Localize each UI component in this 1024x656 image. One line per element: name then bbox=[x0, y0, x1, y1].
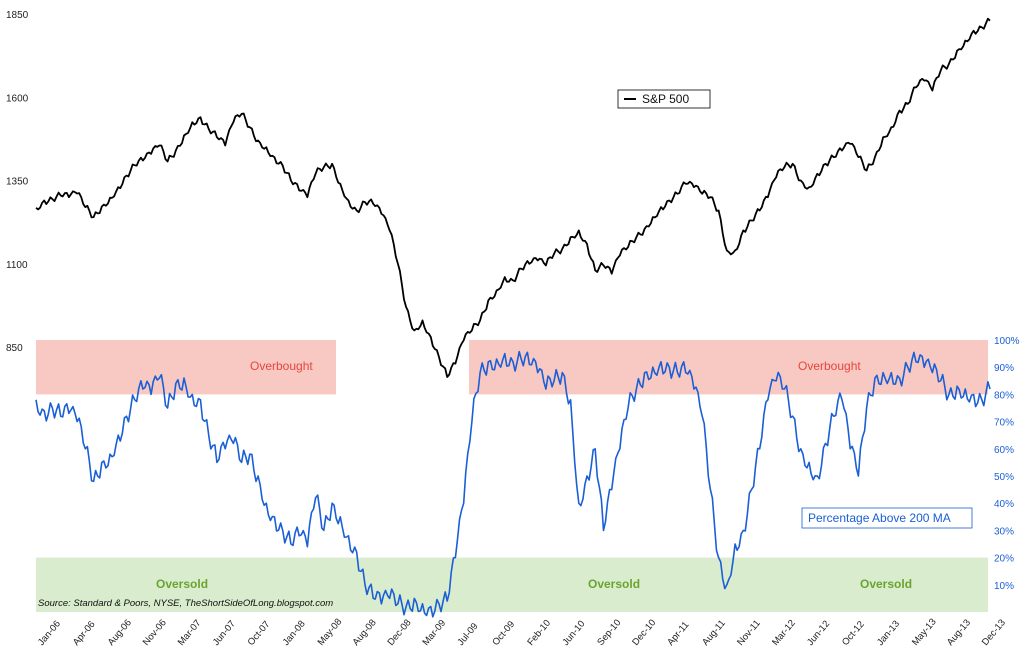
x-tick-label: Aug-08 bbox=[351, 617, 379, 648]
right-tick-label: 30% bbox=[994, 526, 1014, 537]
right-tick-label: 100% bbox=[994, 336, 1020, 347]
x-tick-label: May-08 bbox=[316, 617, 345, 648]
x-tick-label: Sep-10 bbox=[595, 617, 623, 648]
x-tick-label: Apr-11 bbox=[665, 620, 691, 648]
oversold-label-2: Oversold bbox=[588, 577, 640, 591]
oversold-label-3: Oversold bbox=[860, 577, 912, 591]
right-tick-label: 50% bbox=[994, 472, 1014, 483]
x-tick-label: Jan-06 bbox=[36, 619, 63, 648]
right-tick-label: 40% bbox=[994, 499, 1014, 510]
pct-legend-label: Percentage Above 200 MA bbox=[808, 511, 951, 525]
x-tick-label: Jan-13 bbox=[875, 619, 902, 648]
zones: Overbought Overbought Oversold Oversold Over… bbox=[36, 340, 988, 612]
x-tick-label: Oct-07 bbox=[246, 619, 273, 648]
x-tick-label: Apr-06 bbox=[71, 619, 98, 648]
right-tick-label: 60% bbox=[994, 445, 1014, 456]
x-tick-label: Dec-13 bbox=[980, 617, 1008, 648]
oversold-zone bbox=[36, 557, 988, 612]
x-tick-label: Mar-09 bbox=[420, 618, 448, 648]
right-axis: 100% 90% 80% 70% 60% 50% 40% 30% 20% 10% bbox=[994, 336, 1020, 592]
x-tick-label: Aug-13 bbox=[945, 617, 973, 648]
x-tick-label: Jul-09 bbox=[455, 621, 480, 648]
sp500-legend: S&P 500 bbox=[617, 89, 711, 109]
x-tick-label: Jan-08 bbox=[281, 619, 308, 648]
x-tick-label: Mar-12 bbox=[770, 618, 798, 648]
x-tick-label: May-13 bbox=[910, 617, 939, 648]
left-axis: 1850 1600 1350 1100 850 bbox=[6, 10, 29, 354]
left-tick-label: 1600 bbox=[6, 93, 29, 104]
x-tick-label: Jun-07 bbox=[211, 619, 238, 648]
x-axis: Jan-06 Apr-06 Aug-06 Nov-06 Mar-07 Jun-07 Oct-… bbox=[36, 617, 1008, 648]
x-tick-label: Jun-10 bbox=[560, 619, 587, 648]
x-tick-label: Mar-07 bbox=[176, 618, 204, 648]
source-note: Source: Standard & Poors, NYSE, TheShort… bbox=[38, 598, 333, 609]
right-tick-label: 90% bbox=[994, 363, 1014, 374]
x-tick-label: Dec-08 bbox=[386, 617, 414, 648]
x-tick-label: Nov-06 bbox=[141, 617, 169, 648]
x-tick-label: Nov-11 bbox=[735, 618, 763, 648]
x-tick-label: Aug-06 bbox=[106, 617, 134, 648]
series-group bbox=[35, 17, 991, 618]
left-tick-label: 850 bbox=[6, 343, 23, 354]
left-tick-label: 1350 bbox=[6, 177, 29, 188]
x-tick-label: Oct-09 bbox=[490, 619, 517, 648]
overbought-label-1: Overbought bbox=[250, 359, 313, 373]
sp500-legend-label: S&P 500 bbox=[642, 92, 689, 106]
overbought-label-2: Overbought bbox=[798, 359, 861, 373]
x-tick-label: Aug-11 bbox=[700, 618, 728, 648]
right-tick-label: 10% bbox=[994, 581, 1014, 592]
pct-above-200ma-line bbox=[35, 350, 991, 618]
x-tick-label: Dec-10 bbox=[630, 617, 658, 648]
right-tick-label: 70% bbox=[994, 418, 1014, 429]
sp500-line bbox=[35, 17, 991, 378]
left-tick-label: 1100 bbox=[6, 260, 28, 271]
x-tick-label: Oct-12 bbox=[840, 619, 867, 648]
right-tick-label: 80% bbox=[994, 390, 1014, 401]
x-tick-label: Jun-12 bbox=[805, 619, 832, 648]
oversold-label-1: Oversold bbox=[156, 577, 208, 591]
right-tick-label: 20% bbox=[994, 554, 1014, 565]
x-tick-label: Feb-10 bbox=[525, 618, 553, 648]
pct-legend: Percentage Above 200 MA bbox=[801, 507, 973, 529]
left-tick-label: 1850 bbox=[6, 10, 29, 21]
